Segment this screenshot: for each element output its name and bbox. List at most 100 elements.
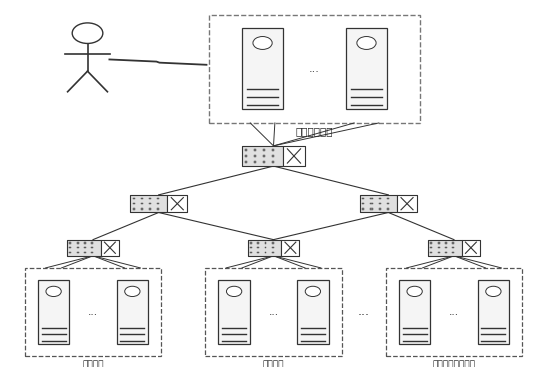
Bar bbox=[205, 268, 342, 356]
Bar bbox=[250, 247, 252, 248]
Bar bbox=[387, 203, 389, 204]
Bar bbox=[360, 195, 397, 212]
Bar bbox=[77, 247, 79, 248]
Bar bbox=[271, 149, 274, 151]
Bar bbox=[297, 280, 329, 344]
Bar bbox=[362, 208, 364, 210]
Bar bbox=[209, 15, 420, 123]
Circle shape bbox=[72, 23, 103, 43]
Bar bbox=[132, 198, 135, 199]
Bar bbox=[69, 252, 71, 253]
Bar bbox=[250, 252, 252, 253]
Bar bbox=[387, 208, 389, 210]
Bar bbox=[254, 161, 256, 163]
Circle shape bbox=[226, 286, 242, 297]
Bar bbox=[132, 208, 135, 210]
Bar bbox=[438, 242, 440, 244]
Text: 计算集群: 计算集群 bbox=[263, 360, 284, 367]
Bar bbox=[452, 247, 455, 248]
Bar bbox=[445, 242, 447, 244]
Bar bbox=[397, 195, 417, 212]
Bar bbox=[84, 247, 86, 248]
Bar bbox=[438, 247, 440, 248]
Bar bbox=[69, 242, 71, 244]
Bar bbox=[242, 29, 283, 109]
Text: ...: ... bbox=[449, 307, 459, 317]
Bar bbox=[149, 203, 151, 204]
Text: 计算集群: 计算集群 bbox=[82, 360, 104, 367]
Bar bbox=[141, 203, 143, 204]
Bar bbox=[25, 268, 161, 356]
Bar bbox=[430, 247, 432, 248]
Circle shape bbox=[46, 286, 61, 297]
Bar bbox=[77, 242, 79, 244]
Circle shape bbox=[253, 36, 272, 50]
Bar bbox=[91, 242, 94, 244]
Bar bbox=[84, 252, 86, 253]
Circle shape bbox=[305, 286, 321, 297]
Bar bbox=[271, 161, 274, 163]
Text: ...: ... bbox=[88, 307, 98, 317]
Bar bbox=[149, 198, 151, 199]
Bar bbox=[362, 198, 364, 199]
Bar bbox=[430, 252, 432, 253]
Bar bbox=[265, 242, 266, 244]
Text: ...: ... bbox=[358, 305, 370, 319]
Bar bbox=[283, 146, 305, 166]
Bar bbox=[157, 208, 159, 210]
Bar bbox=[245, 155, 247, 157]
Bar bbox=[387, 198, 389, 199]
Bar bbox=[254, 155, 256, 157]
Bar bbox=[257, 247, 259, 248]
Bar bbox=[379, 198, 381, 199]
Bar bbox=[141, 198, 143, 199]
Bar bbox=[379, 203, 381, 204]
Bar bbox=[263, 161, 265, 163]
Bar bbox=[130, 195, 167, 212]
Bar bbox=[77, 252, 79, 253]
Bar bbox=[452, 242, 455, 244]
Bar bbox=[242, 146, 283, 166]
Text: 运行状态监控集群: 运行状态监控集群 bbox=[433, 360, 475, 367]
Bar bbox=[272, 242, 274, 244]
Bar bbox=[386, 268, 522, 356]
Bar bbox=[132, 203, 135, 204]
Text: ...: ... bbox=[309, 64, 320, 74]
Circle shape bbox=[407, 286, 422, 297]
Bar bbox=[257, 252, 259, 253]
Bar bbox=[254, 149, 256, 151]
Bar bbox=[245, 161, 247, 163]
Bar bbox=[257, 242, 259, 244]
Bar bbox=[263, 149, 265, 151]
Bar bbox=[265, 247, 266, 248]
Bar bbox=[271, 155, 274, 157]
Bar bbox=[438, 252, 440, 253]
Bar bbox=[263, 155, 265, 157]
Bar bbox=[379, 208, 381, 210]
Bar bbox=[430, 242, 432, 244]
Bar bbox=[245, 149, 247, 151]
Bar bbox=[250, 242, 252, 244]
Bar bbox=[167, 195, 187, 212]
Bar bbox=[265, 252, 266, 253]
Bar bbox=[218, 280, 250, 344]
Bar bbox=[370, 198, 373, 199]
Bar bbox=[38, 280, 69, 344]
Circle shape bbox=[357, 36, 376, 50]
Bar bbox=[91, 252, 94, 253]
Text: 调度系统集群: 调度系统集群 bbox=[296, 127, 333, 137]
Bar bbox=[445, 247, 447, 248]
Bar bbox=[149, 208, 151, 210]
Bar bbox=[346, 29, 387, 109]
Bar bbox=[362, 203, 364, 204]
Bar bbox=[370, 208, 373, 210]
Text: ...: ... bbox=[269, 307, 278, 317]
Bar bbox=[281, 240, 299, 256]
Bar bbox=[69, 247, 71, 248]
Bar bbox=[272, 247, 274, 248]
Circle shape bbox=[486, 286, 501, 297]
Bar bbox=[157, 203, 159, 204]
Circle shape bbox=[125, 286, 140, 297]
Bar bbox=[399, 280, 430, 344]
Bar bbox=[478, 280, 509, 344]
